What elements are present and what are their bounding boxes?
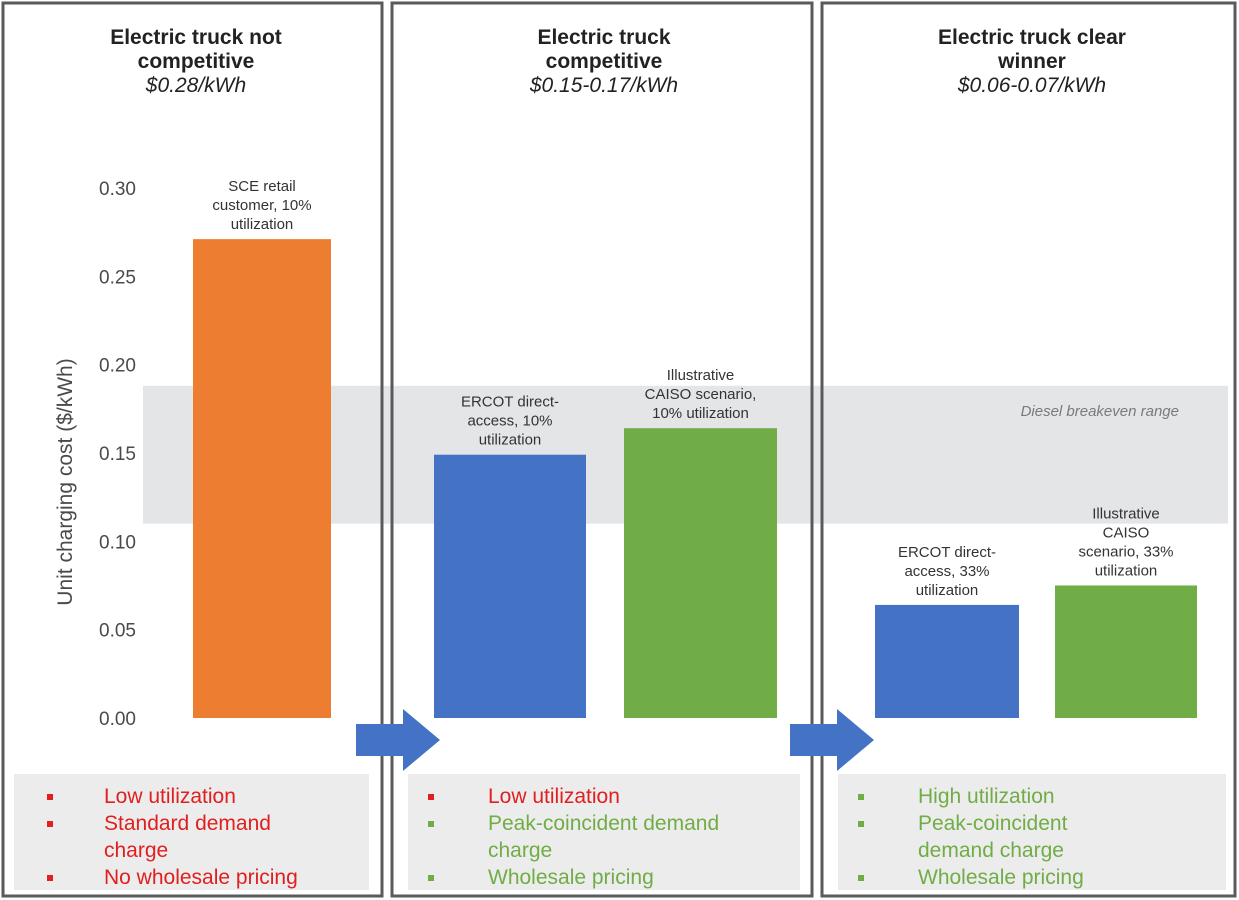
- criteria-box: [838, 774, 1226, 890]
- criteria-box: [14, 774, 369, 890]
- bar-label: utilization: [479, 432, 542, 449]
- criteria-item: Wholesale pricing: [488, 866, 654, 889]
- diesel-breakeven-label: Diesel breakeven range: [1021, 403, 1179, 420]
- y-tick-label: 0.20: [99, 356, 136, 377]
- bullet-icon: [47, 875, 53, 881]
- panel-1-frame: [1, 1, 384, 898]
- bar: [1055, 585, 1197, 718]
- panel-title: winner: [997, 50, 1066, 73]
- criteria-item: Low utilization: [488, 785, 620, 808]
- criteria-item: Peak-coincident: [918, 812, 1068, 835]
- bar-label: CAISO: [1103, 524, 1150, 541]
- bullet-icon: [428, 794, 434, 800]
- criteria-item: Standard demand: [104, 812, 271, 835]
- bullet-icon: [428, 875, 434, 881]
- panel-title: Electric truck: [537, 26, 670, 49]
- bar-label: 10% utilization: [652, 405, 749, 422]
- bar-label: SCE retail: [228, 178, 296, 195]
- bullet-icon: [858, 794, 864, 800]
- bar: [875, 604, 1019, 718]
- bullet-icon: [858, 821, 864, 827]
- bar-label: utilization: [1095, 562, 1158, 579]
- y-tick-label: 0.25: [99, 267, 136, 288]
- y-axis-label: Unit charging cost ($/kWh): [54, 358, 77, 605]
- criteria-item: demand charge: [918, 839, 1064, 862]
- bar-label: Illustrative: [667, 367, 735, 384]
- bar-label: Illustrative: [1092, 505, 1160, 522]
- criteria-item: Wholesale pricing: [918, 866, 1084, 889]
- arrow-right-icon: [356, 709, 440, 771]
- y-tick-label: 0.30: [99, 179, 136, 200]
- bar-label: ERCOT direct-: [461, 394, 559, 411]
- panel-title: Electric truck not: [110, 26, 282, 49]
- panel-3-frame: [820, 1, 1237, 898]
- criteria-item: charge: [488, 839, 552, 862]
- criteria-item: High utilization: [918, 785, 1055, 808]
- criteria-item: Peak-coincident demand: [488, 812, 719, 835]
- panel-price: $0.28/kWh: [145, 74, 246, 97]
- panel-title: Electric truck clear: [938, 26, 1126, 49]
- panel-title: competitive: [138, 50, 255, 73]
- panel-3: Electric truck clearwinner$0.06-0.07/kWh…: [838, 26, 1226, 890]
- bar-label: CAISO scenario,: [645, 386, 757, 403]
- bar-label: customer, 10%: [212, 197, 311, 214]
- bullet-icon: [47, 821, 53, 827]
- bar-label: access, 10%: [467, 413, 552, 430]
- bar: [624, 428, 777, 718]
- panel-2-frame: [390, 1, 814, 898]
- bullet-icon: [858, 875, 864, 881]
- panel-title: competitive: [546, 50, 663, 73]
- arrow-right-icon: [790, 709, 874, 771]
- y-tick-label: 0.10: [99, 532, 136, 553]
- panel-price: $0.06-0.07/kWh: [957, 74, 1106, 97]
- y-tick-label: 0.05: [99, 621, 136, 642]
- panel-price: $0.15-0.17/kWh: [529, 74, 678, 97]
- bar: [193, 239, 331, 718]
- y-axis-ticks: 0.00 0.05 0.10 0.15 0.20 0.25 0.30: [99, 179, 136, 730]
- criteria-item: Low utilization: [104, 785, 236, 808]
- y-tick-label: 0.15: [99, 444, 136, 465]
- bullet-icon: [47, 794, 53, 800]
- bar-label: ERCOT direct-: [898, 544, 996, 561]
- bar-label: utilization: [231, 216, 294, 233]
- criteria-item: No wholesale pricing: [104, 866, 298, 889]
- criteria-box: [408, 774, 800, 890]
- y-tick-label: 0.00: [99, 709, 136, 730]
- bar: [434, 454, 586, 718]
- criteria-item: charge: [104, 839, 168, 862]
- bar-label: utilization: [916, 582, 979, 599]
- panels: Electric truck notcompetitive$0.28/kWhSC…: [14, 26, 1226, 890]
- bar-label: scenario, 33%: [1078, 543, 1173, 560]
- bar-label: access, 33%: [904, 563, 989, 580]
- bullet-icon: [428, 821, 434, 827]
